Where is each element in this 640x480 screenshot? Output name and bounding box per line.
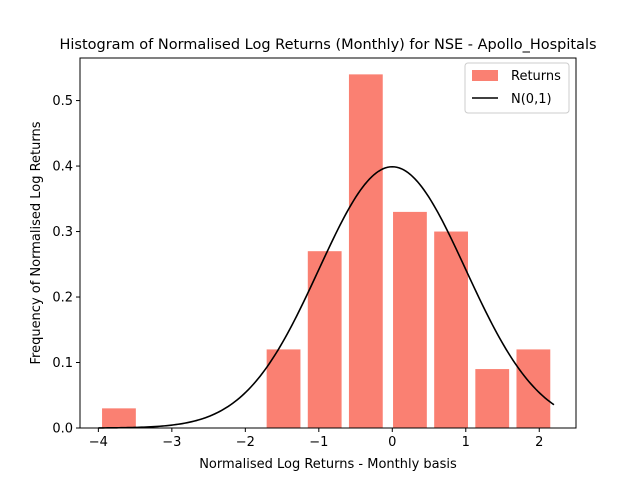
histogram-bar xyxy=(516,349,551,428)
y-axis-label: Frequency of Normalised Log Returns xyxy=(29,121,44,364)
legend: Returns N(0,1) xyxy=(464,62,570,114)
histogram-bar xyxy=(434,231,468,428)
x-tick-label: 0 xyxy=(388,435,396,450)
y-tick-label: 0.5 xyxy=(52,94,73,109)
x-axis-label: Normalised Log Returns - Monthly basis xyxy=(199,457,457,472)
x-tick-label: −3 xyxy=(162,435,181,450)
y-tick-label: 0.1 xyxy=(52,356,73,371)
histogram-bar xyxy=(102,408,136,428)
legend-label-returns: Returns xyxy=(511,69,561,84)
legend-label-normal: N(0,1) xyxy=(511,92,552,107)
y-tick-label: 0.2 xyxy=(52,291,73,306)
histogram-bar xyxy=(348,74,383,429)
x-axis-ticks: −4 −3 −2 −1 0 1 2 xyxy=(89,428,543,450)
chart-title: Histogram of Normalised Log Returns (Mon… xyxy=(59,37,596,53)
x-tick-label: 2 xyxy=(535,435,543,450)
histogram-bar xyxy=(393,211,427,428)
histogram-bar xyxy=(475,369,510,428)
y-tick-label: 0.4 xyxy=(52,160,73,175)
legend-swatch-returns xyxy=(472,70,498,81)
y-tick-label: 0.0 xyxy=(52,422,73,437)
x-tick-label: −4 xyxy=(89,435,108,450)
histogram-bar xyxy=(307,251,342,428)
histogram-bar xyxy=(266,349,301,428)
x-tick-label: −1 xyxy=(309,435,328,450)
bars-group xyxy=(102,74,551,429)
y-tick-label: 0.3 xyxy=(52,225,73,240)
x-tick-label: −2 xyxy=(236,435,255,450)
plot-frame xyxy=(79,57,577,429)
normal-curve-line xyxy=(98,165,555,429)
y-axis-ticks: 0.0 0.1 0.2 0.3 0.4 0.5 xyxy=(52,94,80,437)
x-tick-label: 1 xyxy=(462,435,470,450)
